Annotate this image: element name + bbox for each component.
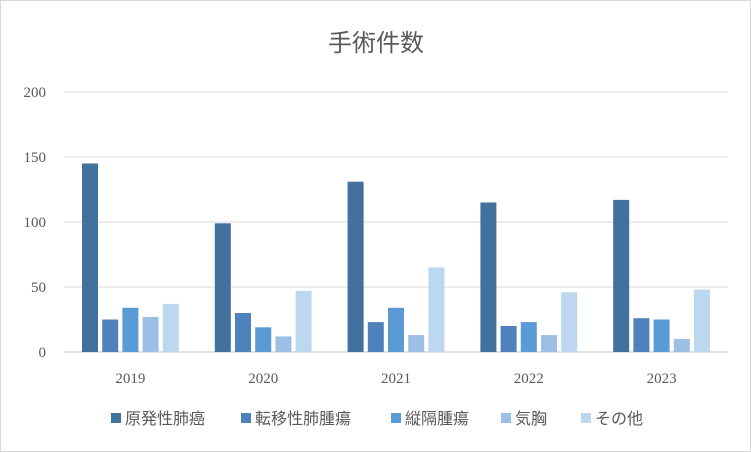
legend-label: 転移性肺腫瘍 [255,409,351,428]
legend-swatch [111,413,121,423]
legend-label: 縦隔腫瘍 [405,409,469,428]
bar [541,335,557,352]
bar [428,267,445,352]
bar [388,307,404,352]
bar [122,307,139,352]
legend-label: 気胸 [515,409,547,428]
bar [102,319,119,352]
bar [408,335,425,352]
legend-label: 原発性肺癌 [125,409,205,428]
y-tick-label: 200 [24,85,47,101]
y-tick-label: 0 [39,345,47,361]
y-tick-label: 50 [31,280,46,296]
y-tick-label: 150 [24,150,47,166]
x-tick-label: 2022 [514,371,544,387]
y-tick-label: 100 [24,215,47,231]
bar [255,327,272,352]
x-tick-label: 2023 [647,371,677,387]
bar [367,322,384,352]
bar [694,289,710,352]
bar [162,303,179,352]
bar [82,163,98,352]
x-tick-label: 2020 [248,371,278,387]
bar [275,336,292,352]
chart-title: 手術件数 [328,29,424,57]
bar [347,181,364,352]
y-axis-ticks: 0 50 100 150 200 [24,85,47,361]
bar [500,326,517,352]
legend-swatch [241,413,251,423]
bar [653,319,670,352]
legend-swatch [501,413,511,423]
legend: 原発性肺癌 転移性肺腫瘍 縦隔腫瘍 気胸 その他 [111,409,643,428]
bar [480,202,497,352]
x-tick-label: 2021 [381,371,411,387]
x-axis-ticks: 2019 2020 2021 2022 2023 [115,371,676,387]
bar [633,318,650,352]
legend-label: その他 [595,409,643,428]
bar [673,339,690,352]
bar [613,199,630,352]
bar [561,292,578,352]
bar [142,316,159,352]
legend-swatch [581,413,591,423]
x-tick-label: 2019 [115,371,145,387]
bar [214,223,231,352]
bar [295,290,312,352]
bars [82,163,710,352]
bar [520,322,537,352]
bar [235,313,251,352]
legend-swatch [391,413,401,423]
